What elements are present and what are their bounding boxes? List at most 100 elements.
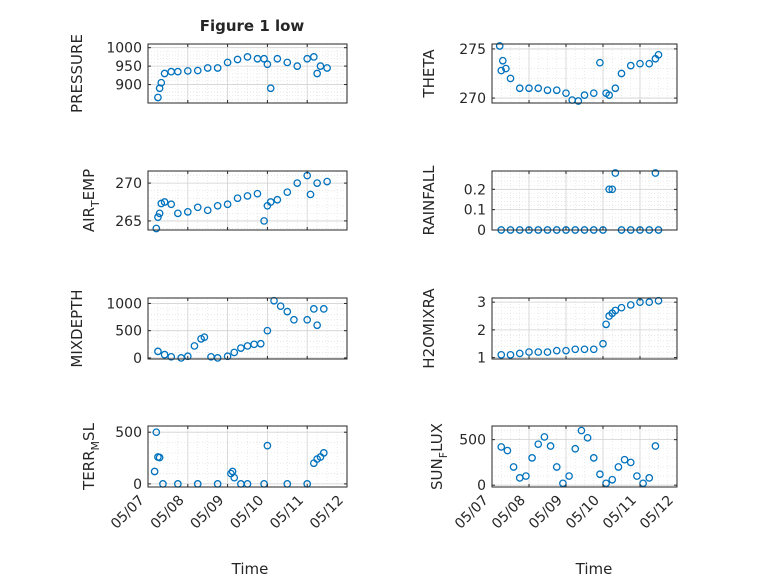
data-point: [293, 62, 302, 70]
y-tick-label: 0: [133, 477, 142, 493]
data-point: [213, 354, 222, 362]
data-point: [303, 54, 312, 63]
panel-rainfall: 0 0.1 0.2 RAINFALL: [420, 165, 678, 239]
data-point: [263, 441, 272, 450]
data-point: [155, 453, 164, 462]
data-point: [167, 352, 176, 361]
data-point: [565, 472, 573, 480]
y-axis-label: SUNFLUX: [428, 423, 450, 490]
y-tick-label: 2: [477, 323, 486, 339]
data-point: [506, 350, 515, 359]
figure-title: Figure 1 low: [200, 17, 305, 35]
data-point: [276, 302, 285, 311]
data-point: [645, 298, 654, 307]
data-point: [223, 200, 232, 209]
y-tick-label: 0.2: [464, 182, 486, 198]
y-axis-label: RAINFALL: [420, 165, 438, 236]
y-tick-label: 0: [477, 478, 486, 494]
y-tick-label: 3: [477, 295, 486, 311]
y-axis-label: H2OMIXRA: [420, 288, 438, 369]
data-point: [534, 348, 543, 356]
data-point: [167, 200, 176, 209]
data-point: [152, 428, 161, 437]
data-point: [617, 303, 626, 312]
x-tick-label: 05/07: [108, 493, 148, 533]
data-point: [213, 201, 222, 210]
data-point: [574, 97, 583, 105]
y-axis-label: PRESSURE: [68, 34, 86, 113]
data-point: [266, 84, 275, 93]
data-point: [543, 86, 552, 95]
time-label-right: Time: [575, 560, 613, 578]
y-tick-label: 270: [115, 176, 142, 192]
data-point: [150, 467, 159, 476]
x-tick-label: 05/08: [489, 493, 529, 533]
data-point: [645, 59, 654, 68]
x-tick-label: 05/12: [307, 493, 347, 533]
data-point: [313, 321, 321, 330]
data-point: [651, 442, 660, 450]
data-point: [256, 339, 265, 348]
data-point: [203, 206, 212, 215]
data-point: [552, 346, 561, 355]
data-point: [266, 198, 275, 206]
panel-air_temp: 265 270 AIRTEMP: [80, 169, 348, 233]
data-point: [626, 301, 635, 309]
data-point: [608, 185, 617, 194]
data-point: [233, 194, 242, 203]
y-axis-label: THETA: [420, 49, 438, 99]
data-point: [498, 56, 507, 65]
axes-box: [491, 425, 678, 488]
plot-area: [492, 171, 677, 230]
data-point: [522, 472, 530, 480]
data-point: [193, 66, 202, 75]
data-point: [626, 458, 635, 467]
data-point: [190, 342, 199, 350]
data-point: [596, 470, 604, 479]
data-point: [319, 305, 328, 313]
axes-box: [147, 43, 348, 104]
data-point: [155, 209, 164, 218]
data-point: [293, 179, 302, 187]
data-point: [654, 50, 663, 59]
data-point: [497, 443, 506, 451]
data-point: [589, 89, 598, 98]
data-point: [290, 315, 298, 324]
y-axis-label: MIXDEPTH: [68, 289, 86, 367]
data-point: [506, 74, 515, 83]
data-point: [562, 346, 570, 355]
data-point: [552, 86, 561, 95]
y-tick-label: 0: [477, 223, 486, 239]
axes-box: [491, 297, 678, 360]
data-point: [602, 320, 610, 329]
data-point: [534, 440, 543, 449]
data-point: [552, 463, 561, 471]
data-point: [617, 69, 626, 78]
data-point: [515, 349, 524, 358]
data-point: [577, 426, 586, 435]
x-tick-label: 05/10: [227, 493, 267, 533]
data-point: [230, 473, 239, 482]
data-point: [608, 475, 617, 484]
data-point: [260, 217, 268, 225]
data-point: [260, 54, 268, 63]
data-point: [223, 58, 232, 67]
y-tick-label: 1000: [106, 296, 142, 312]
data-point: [596, 58, 604, 67]
data-point: [323, 64, 331, 72]
data-point: [589, 454, 598, 462]
data-point: [525, 348, 533, 356]
data-point: [230, 348, 239, 357]
data-point: [509, 463, 518, 471]
data-point: [157, 78, 166, 87]
data-point: [152, 224, 161, 233]
data-point: [273, 195, 282, 204]
panel-terr_msl: 05/07 05/08 05/09 05/10 05/11 05/12 0 500 TERRMS…: [80, 422, 348, 533]
axes-box: [491, 170, 678, 231]
panel-pressure: 900 950 1000 PRESSURE: [68, 34, 348, 113]
data-point: [174, 209, 182, 218]
y-tick-label: 500: [459, 433, 486, 449]
data-point: [503, 446, 512, 455]
x-tick-label: 05/08: [148, 493, 188, 533]
panel-h2omixra: 1 2 3 H2OMIXRA: [420, 288, 678, 369]
